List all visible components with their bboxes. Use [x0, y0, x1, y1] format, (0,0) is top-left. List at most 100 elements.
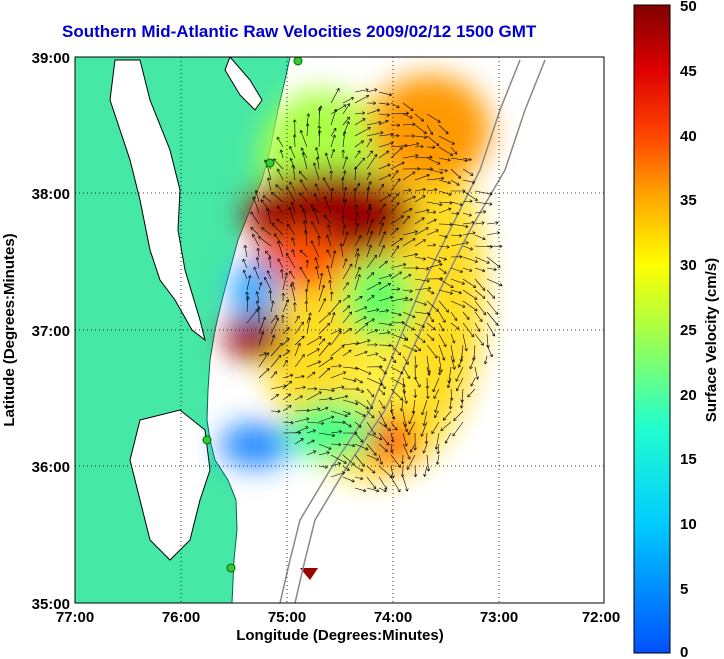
velocity-arrow [378, 274, 392, 280]
velocity-arrow [366, 150, 373, 159]
velocity-arrow [322, 177, 332, 192]
velocity-arrow [255, 291, 260, 302]
velocity-arrow [366, 329, 379, 335]
velocity-arrow [270, 334, 276, 346]
velocity-arrow [437, 366, 442, 376]
colorbar-tick-labels: 50 45 40 35 30 25 20 15 10 5 0 [680, 0, 697, 659]
velocity-arrow [486, 267, 497, 272]
velocity-arrow [289, 157, 296, 170]
velocity-arrow [474, 311, 483, 322]
y-tick-label: 35:00 [32, 596, 70, 613]
velocity-arrow [409, 443, 416, 453]
velocity-arrow [342, 349, 352, 357]
velocity-arrow [408, 410, 416, 425]
velocity-arrow [270, 371, 277, 379]
velocity-arrow [294, 385, 306, 390]
velocity-arrow [289, 270, 296, 280]
velocity-arrow [403, 134, 415, 138]
velocity-arrow [353, 166, 358, 181]
velocity-arrow [270, 317, 280, 335]
velocity-arrow [474, 333, 484, 346]
velocity-arrow [294, 417, 310, 423]
velocity-arrow [330, 300, 342, 313]
velocity-arrow [402, 195, 416, 203]
velocity-arrow [366, 120, 382, 126]
velocity-arrow [342, 295, 351, 302]
velocity-arrow [462, 333, 468, 352]
velocity-arrow [366, 88, 378, 93]
velocity-arrow [306, 407, 321, 412]
velocity-arrow [315, 147, 320, 159]
velocity-arrow [324, 214, 332, 225]
velocity-arrow [306, 439, 315, 445]
velocity-arrow [438, 278, 454, 288]
velocity-arrow [314, 183, 320, 192]
velocity-arrow [293, 302, 297, 313]
velocity-arrow [366, 108, 381, 115]
velocity-arrow [474, 267, 486, 273]
velocity-arrow [330, 471, 346, 478]
velocity-arrow [366, 282, 382, 291]
velocity-arrow [306, 360, 322, 368]
velocity-arrow [281, 314, 285, 324]
velocity-arrow [462, 278, 477, 288]
velocity-arrow [402, 443, 411, 460]
velocity-arrow [378, 388, 386, 395]
velocity-arrow [366, 352, 379, 357]
velocity-arrow [354, 410, 366, 417]
velocity-arrow [378, 377, 386, 390]
velocity-arrow [314, 257, 320, 269]
velocity-arrow [450, 254, 463, 259]
velocity-arrow [266, 177, 272, 192]
velocity-arrow [292, 119, 297, 137]
velocity-arrow [442, 410, 452, 421]
velocity-arrow [330, 104, 347, 115]
velocity-arrow [291, 237, 296, 247]
velocity-arrow [294, 335, 305, 346]
velocity-arrow [414, 333, 426, 343]
velocity-arrow [354, 150, 361, 159]
velocity-arrow [354, 274, 361, 291]
velocity-arrow [312, 162, 320, 181]
velocity-arrow [246, 275, 252, 291]
velocity-arrow [414, 113, 424, 122]
velocity-arrow [318, 388, 335, 393]
velocity-arrow [450, 311, 458, 321]
velocity-arrow [318, 367, 331, 379]
velocity-arrow [366, 131, 384, 137]
velocity-arrow [318, 342, 331, 357]
velocity-arrow [291, 249, 296, 258]
velocity-arrow [274, 233, 284, 247]
velocity-arrow [474, 234, 486, 241]
velocity-arrow [450, 201, 463, 207]
x-tick-label: 75:00 [268, 609, 306, 626]
velocity-arrow [330, 148, 335, 159]
velocity-arrow [342, 156, 348, 170]
velocity-arrow [414, 217, 425, 225]
colorbar-tick-label: 20 [680, 387, 697, 404]
velocity-arrow [366, 487, 380, 493]
velocity-arrow [390, 355, 397, 364]
velocity-arrow [353, 187, 357, 203]
velocity-arrow [289, 181, 296, 192]
velocity-arrow [390, 410, 396, 420]
velocity-arrow [414, 195, 426, 203]
velocity-arrow [354, 204, 358, 214]
velocity-arrow [450, 278, 465, 285]
velocity-arrow [277, 240, 284, 258]
velocity-arrow [470, 377, 476, 387]
velocity-arrow [414, 173, 430, 181]
velocity-arrow [390, 215, 404, 225]
velocity-arrow [306, 312, 312, 324]
velocity-arrow [450, 146, 458, 155]
velocity-arrow [462, 199, 473, 204]
velocity-arrow [366, 421, 376, 436]
colorbar-tick-label: 15 [680, 451, 697, 468]
velocity-arrow [270, 315, 278, 324]
velocity-arrow [306, 348, 320, 357]
velocity-arrow [300, 147, 308, 159]
velocity-arrow [323, 196, 332, 214]
velocity-arrow [342, 263, 353, 280]
velocity-arrow [378, 222, 384, 236]
velocity-arrow [342, 198, 347, 214]
